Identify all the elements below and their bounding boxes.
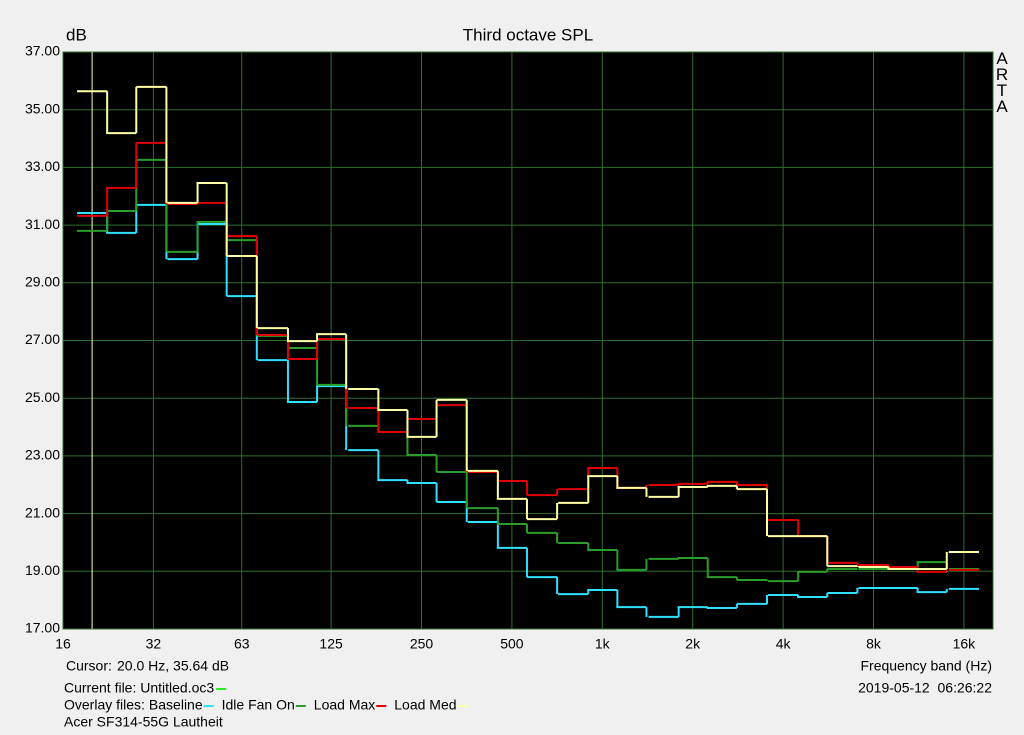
y-tick-label: 37.00	[25, 43, 60, 59]
legend-label: Load Med	[394, 697, 456, 713]
x-tick-label: 250	[410, 636, 434, 652]
y-tick-label: 19.00	[25, 562, 60, 578]
caption: Acer SF314-55G Lautheit	[64, 714, 223, 730]
legend-label: Idle Fan On	[222, 697, 295, 713]
cursor-label: Cursor:	[66, 658, 112, 674]
x-tick-label: 16k	[953, 636, 977, 652]
y-tick-label: 21.00	[25, 504, 60, 520]
current-file: Current file: Untitled.oc3	[64, 680, 214, 696]
timestamp: 2019-05-12 06:26:22	[858, 680, 992, 696]
legend-label: Load Max	[314, 697, 375, 713]
x-tick-label: 4k	[776, 636, 792, 652]
plot-border	[62, 51, 994, 630]
x-tick-label: 8k	[866, 636, 882, 652]
x-tick-label: 125	[319, 636, 343, 652]
cursor-readout: 20.0 Hz, 35.64 dB	[117, 658, 229, 674]
y-tick-label: 35.00	[25, 100, 60, 116]
y-tick-label: 27.00	[25, 331, 60, 347]
y-tick-label: 31.00	[25, 216, 60, 232]
x-tick-label: 1k	[595, 636, 611, 652]
chart-title: Third octave SPL	[463, 25, 593, 44]
y-tick-label: 17.00	[25, 620, 60, 636]
x-tick-label: 500	[500, 636, 524, 652]
legend-label: Baseline	[149, 697, 203, 713]
x-tick-label: 63	[234, 636, 250, 652]
x-tick-label: 16	[55, 636, 71, 652]
y-tick-label: 25.00	[25, 389, 60, 405]
overlay-label: Overlay files:	[64, 697, 145, 713]
y-axis-label: dB	[66, 25, 87, 44]
y-tick-label: 29.00	[25, 274, 60, 290]
y-tick-label: 23.00	[25, 447, 60, 463]
x-tick-label: 32	[146, 636, 162, 652]
x-axis-label: Frequency band (Hz)	[860, 658, 992, 674]
y-tick-label: 33.00	[25, 158, 60, 174]
x-tick-label: 2k	[685, 636, 701, 652]
